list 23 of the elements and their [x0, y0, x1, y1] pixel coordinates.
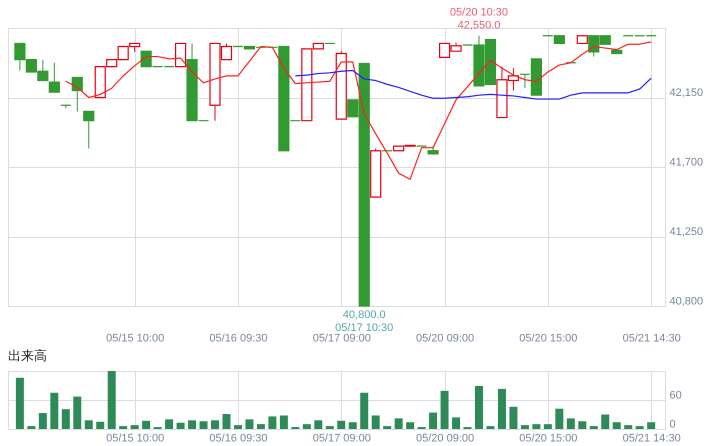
y-tick-label: 60	[670, 390, 682, 402]
y-tick-label: 42,150	[670, 87, 704, 99]
annotation: 42,550.0	[458, 20, 500, 32]
y-tick-label: 41,700	[670, 156, 704, 168]
annotation: 05/17 10:30	[335, 322, 394, 334]
x-tick-label: 05/15 10:00	[106, 332, 164, 344]
annotation: 05/20 10:30	[450, 6, 508, 19]
x-tick-label: 05/20 15:00	[519, 332, 578, 344]
x-tick-label: 05/16 09:30	[209, 432, 268, 444]
y-tick-label: 41,250	[670, 226, 704, 238]
x-tick-label: 05/21 14:30	[622, 332, 681, 344]
x-tick-label: 05/17 09:00	[312, 432, 371, 444]
annotation: 40,800.0	[342, 309, 386, 321]
y-tick-label: 0	[670, 418, 676, 430]
x-tick-label: 05/20 09:00	[416, 432, 474, 444]
x-tick-label: 05/16 09:30	[209, 332, 268, 344]
chart-title: 出来高	[8, 348, 47, 364]
x-tick-label: 05/20 15:00	[519, 432, 578, 444]
y-tick-label: 40,800	[670, 296, 704, 308]
x-tick-label: 05/20 09:00	[416, 332, 474, 344]
x-tick-label: 05/17 09:00	[312, 332, 371, 344]
x-tick-label: 05/21 14:30	[622, 432, 681, 444]
x-tick-label: 05/15 10:00	[106, 432, 164, 444]
